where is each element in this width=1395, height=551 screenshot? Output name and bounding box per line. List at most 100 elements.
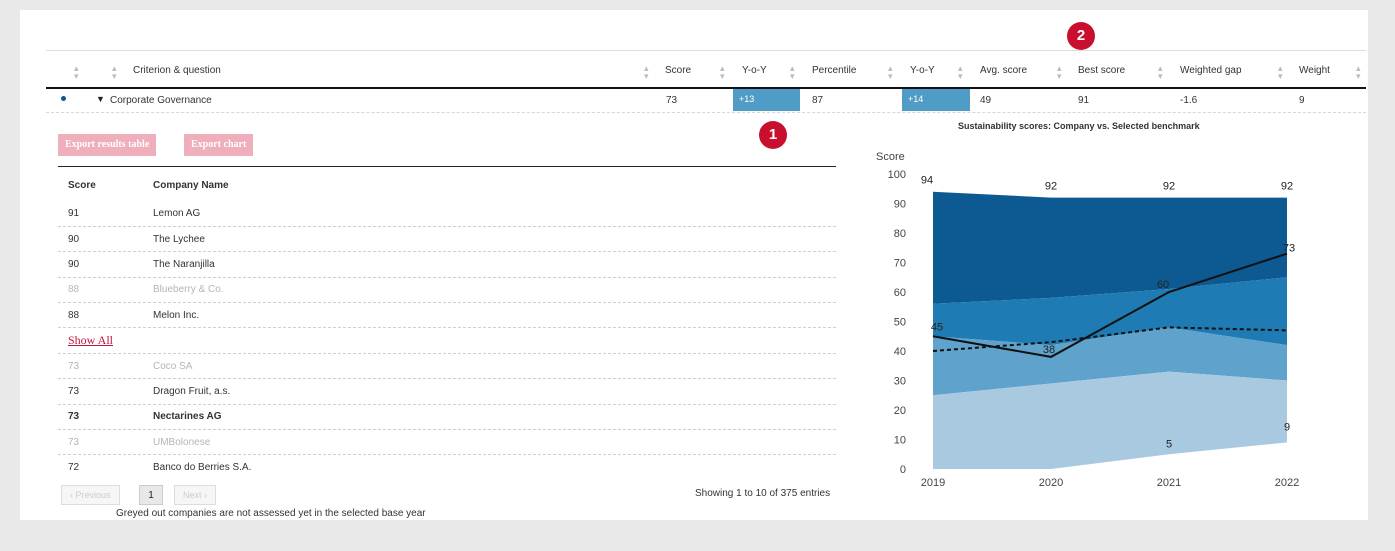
- export-chart-button[interactable]: Export chart: [184, 134, 254, 156]
- sort-icon[interactable]: [1158, 64, 1163, 80]
- criterion-best-score: 91: [1078, 95, 1090, 106]
- results-header-company: Company Name: [153, 180, 229, 191]
- row-divider: [58, 429, 836, 430]
- yoy-score-cell: +13: [733, 89, 800, 111]
- y-tick-label: 90: [894, 199, 906, 211]
- next-arrow-icon: ›: [201, 490, 208, 500]
- results-header-score: Score: [68, 180, 96, 191]
- y-tick-label: 30: [894, 376, 906, 388]
- column-header-avg-score[interactable]: Avg. score: [980, 65, 1028, 76]
- data-label: 5: [1166, 438, 1172, 450]
- column-header-yoy[interactable]: Y-o-Y: [742, 65, 767, 76]
- row-divider: [58, 327, 836, 328]
- yoy-percentile-value: +14: [908, 94, 924, 104]
- data-label: 45: [931, 321, 943, 333]
- sort-icon[interactable]: [1057, 64, 1062, 80]
- row-company: UMBolonese: [153, 437, 211, 448]
- data-label: 92: [1045, 181, 1057, 193]
- x-tick-label: 2022: [1275, 477, 1299, 489]
- data-label: 9: [1284, 421, 1290, 433]
- sort-icon[interactable]: [790, 64, 795, 80]
- criterion-percentile: 87: [812, 95, 824, 106]
- row-company: Nectarines AG: [153, 411, 222, 422]
- column-header-percentile[interactable]: Percentile: [812, 65, 857, 76]
- column-header-weight[interactable]: Weight: [1299, 65, 1330, 76]
- previous-page-button[interactable]: ‹ Previous: [61, 485, 120, 505]
- row-company: The Lychee: [153, 234, 205, 245]
- sort-icon[interactable]: [720, 64, 725, 80]
- data-label: 38: [1043, 344, 1055, 356]
- sort-icon[interactable]: [112, 64, 117, 80]
- bullet-icon: [61, 96, 66, 101]
- column-header-weighted-gap[interactable]: Weighted gap: [1180, 65, 1242, 76]
- previous-arrow-icon: ‹: [70, 490, 76, 500]
- yoy-score-value: +13: [739, 94, 755, 104]
- column-header-criterion[interactable]: Criterion & question: [133, 65, 221, 76]
- export-results-table-button[interactable]: Export results table: [58, 134, 157, 156]
- row-divider: [58, 251, 836, 252]
- y-tick-label: 100: [888, 169, 906, 181]
- sort-icon[interactable]: [644, 64, 649, 80]
- show-all-link[interactable]: Show All: [68, 333, 114, 347]
- row-company: Blueberry & Co.: [153, 284, 224, 295]
- y-tick-label: 70: [894, 258, 906, 270]
- area-band-3: [933, 371, 1287, 469]
- sort-icon[interactable]: [1278, 64, 1283, 80]
- row-divider: [46, 112, 1366, 113]
- y-axis-label: Score: [876, 151, 905, 163]
- next-label: Next: [183, 490, 202, 500]
- row-score: 73: [68, 386, 80, 397]
- x-tick-label: 2019: [921, 477, 945, 489]
- chart-title: Sustainability scores: Company vs. Selec…: [958, 121, 1200, 131]
- area-band-0: [933, 191, 1287, 304]
- column-header-best-score[interactable]: Best score: [1078, 65, 1126, 76]
- row-divider: [58, 277, 836, 278]
- row-company: Coco SA: [153, 361, 193, 372]
- y-tick-label: 50: [894, 317, 906, 329]
- x-tick-label: 2020: [1039, 477, 1063, 489]
- next-page-button[interactable]: Next ›: [174, 485, 217, 505]
- row-company: Banco do Berries S.A.: [153, 462, 252, 473]
- marker-1: 1: [759, 121, 787, 149]
- row-company: The Naranjilla: [153, 259, 215, 270]
- expand-triangle-icon[interactable]: ▼: [96, 94, 105, 104]
- row-divider: [58, 302, 836, 303]
- row-score: 90: [68, 259, 80, 270]
- y-tick-label: 80: [894, 228, 906, 240]
- row-score: 88: [68, 284, 80, 295]
- data-label: 92: [1281, 181, 1293, 193]
- sort-icon[interactable]: [74, 64, 79, 80]
- row-score: 73: [68, 411, 80, 422]
- row-divider: [58, 378, 836, 379]
- data-label: 92: [1163, 181, 1175, 193]
- row-divider: [58, 404, 836, 405]
- results-header-divider: [58, 166, 836, 167]
- y-tick-label: 10: [894, 435, 906, 447]
- row-divider: [58, 353, 836, 354]
- row-score: 72: [68, 462, 80, 473]
- sort-icon[interactable]: [958, 64, 963, 80]
- previous-label: Previous: [75, 490, 111, 500]
- greyed-out-footnote: Greyed out companies are not assessed ye…: [116, 508, 426, 519]
- row-score: 73: [68, 361, 80, 372]
- column-header-yoy-percentile[interactable]: Y-o-Y: [910, 65, 935, 76]
- y-tick-label: 20: [894, 405, 906, 417]
- row-divider: [58, 454, 836, 455]
- column-header-score[interactable]: Score: [665, 65, 692, 76]
- data-label: 73: [1283, 243, 1295, 255]
- criterion-name[interactable]: Corporate Governance: [110, 95, 212, 106]
- criterion-weight: 9: [1299, 95, 1305, 106]
- sustainability-chart: 0 10 20 30 40 50 60 70 80 90 100 2019 2020 2021 2022 Sc…: [876, 151, 1299, 489]
- y-tick-label: 0: [900, 464, 906, 476]
- yoy-percentile-cell: +14: [902, 89, 970, 111]
- criterion-score: 73: [666, 95, 678, 106]
- row-score: 91: [68, 208, 80, 219]
- area-band-2: [933, 327, 1287, 396]
- table-top-border: [46, 50, 1366, 51]
- marker-2: 2: [1067, 22, 1095, 50]
- sort-icon[interactable]: [1356, 64, 1361, 80]
- page-1-button[interactable]: 1: [139, 485, 163, 505]
- sort-icon[interactable]: [888, 64, 893, 80]
- row-score: 88: [68, 310, 80, 321]
- row-company: Melon Inc.: [153, 310, 200, 321]
